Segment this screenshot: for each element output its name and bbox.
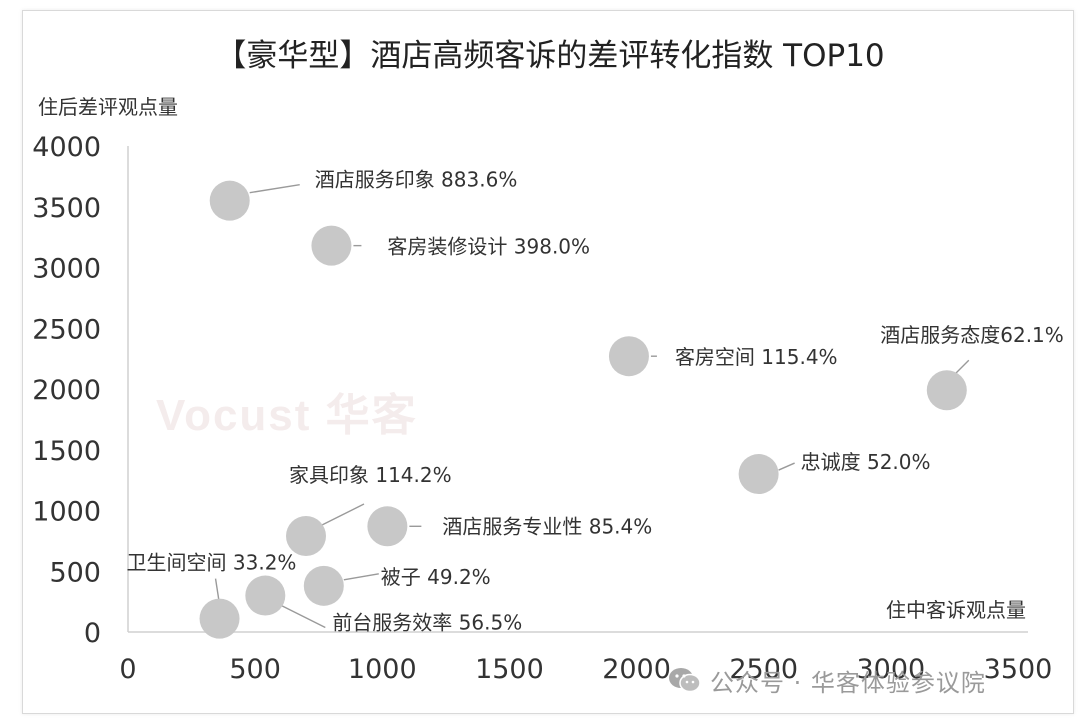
- data-point: [926, 370, 967, 411]
- data-label: 前台服务效率 56.5%: [332, 611, 522, 635]
- y-tick-label: 2000: [32, 375, 101, 406]
- x-tick-label: 2500: [729, 654, 798, 685]
- data-label: 卫生间空间 33.2%: [127, 551, 297, 575]
- y-tick-label: 4000: [32, 132, 101, 163]
- chart-frame: [22, 10, 1074, 714]
- data-point: [286, 516, 326, 557]
- y-tick-label: 3000: [32, 254, 101, 285]
- x-tick-label: 1500: [475, 654, 544, 685]
- data-point: [367, 506, 408, 547]
- data-point: [311, 225, 352, 266]
- y-tick-label: 3500: [32, 193, 101, 224]
- watermark-footer: 公众号 · 华客体验参议院: [668, 662, 986, 698]
- y-tick-label: 2500: [32, 314, 101, 345]
- leader-line: [778, 462, 795, 471]
- y-tick-label: 500: [49, 557, 101, 588]
- watermark-logo: Vocust 华客: [156, 391, 418, 440]
- data-point: [303, 565, 344, 606]
- data-point: [245, 575, 286, 616]
- chart-title: 【豪华型】酒店高频客诉的差评转化指数 TOP10: [215, 38, 884, 74]
- data-label: 酒店服务专业性 85.4%: [442, 514, 652, 538]
- data-label: 酒店服务态度62.1%: [880, 323, 1064, 347]
- data-label: 客房空间 115.4%: [675, 345, 838, 369]
- x-tick-label: 1000: [348, 654, 417, 685]
- leader-line: [343, 573, 379, 581]
- y-tick-label: 1000: [32, 497, 101, 528]
- leader-line: [319, 503, 365, 527]
- x-tick-label: 500: [229, 654, 281, 685]
- data-label: 忠诚度 52.0%: [801, 450, 931, 474]
- data-label: 被子 49.2%: [381, 565, 491, 589]
- x-tick-label: 3500: [984, 654, 1053, 685]
- y-axis-label: 住后差评观点量: [38, 95, 178, 119]
- data-point: [738, 454, 779, 495]
- leader-line: [249, 183, 300, 194]
- x-tick-label: 0: [119, 654, 136, 685]
- leader-line: [281, 604, 326, 629]
- x-axis-label: 住中客诉观点量: [886, 598, 1026, 622]
- wechat-icon: [668, 666, 702, 694]
- watermark-footer-text: 公众号 · 华客体验参议院: [710, 668, 986, 697]
- data-label: 酒店服务印象 883.6%: [315, 168, 518, 192]
- x-tick-label: 3000: [856, 654, 925, 685]
- y-tick-label: 1500: [32, 436, 101, 467]
- data-label: 客房装修设计 398.0%: [387, 235, 590, 259]
- y-tick-label: 0: [84, 618, 101, 649]
- data-label: 家具印象 114.2%: [289, 463, 452, 487]
- data-point: [608, 336, 649, 377]
- data-point: [199, 598, 240, 639]
- data-point: [209, 180, 250, 221]
- x-tick-label: 2000: [602, 654, 671, 685]
